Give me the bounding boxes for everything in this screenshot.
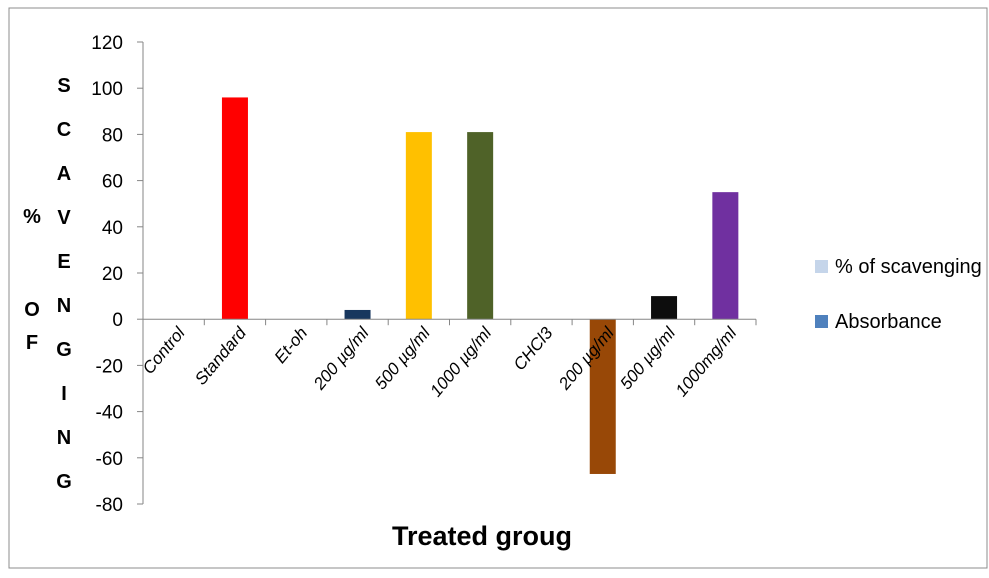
legend-label: % of scavenging (835, 256, 982, 278)
bar (221, 97, 248, 320)
y-tick-label: -20 (96, 356, 123, 377)
y-label-char: C (57, 119, 71, 141)
legend-swatch (815, 315, 828, 328)
x-axis-title: Treated groug (392, 521, 572, 551)
bar (467, 132, 494, 320)
y-tick-label: 100 (91, 79, 123, 100)
bar (712, 192, 739, 320)
y-label-char: N (57, 427, 71, 449)
y-label-char: A (57, 163, 71, 185)
y-tick-label: -60 (96, 449, 123, 470)
y-label-percent: % (23, 206, 41, 228)
bar (589, 319, 616, 474)
y-tick-label: 80 (102, 125, 123, 146)
bar (651, 296, 678, 320)
chart-border (8, 7, 988, 569)
legend-swatch (815, 260, 828, 273)
y-tick-label: 120 (91, 33, 123, 54)
y-label-char: V (57, 207, 71, 229)
bar (405, 132, 432, 320)
legend-label: Absorbance (835, 311, 942, 333)
y-label-char: E (57, 251, 70, 273)
y-label-char: G (56, 471, 72, 493)
y-axis: 120 100 80 60 40 20 0 -20 -40 -60 -80 (91, 33, 144, 516)
bar (344, 309, 371, 320)
y-tick-label: -40 (96, 403, 123, 424)
y-tick-label: 0 (112, 310, 123, 331)
y-label-char: I (61, 383, 67, 405)
y-tick-label: 40 (102, 218, 123, 239)
y-tick-label: 20 (102, 264, 123, 285)
legend: % of scavenging Absorbance (815, 256, 982, 333)
y-tick-label: -80 (96, 495, 123, 516)
y-label-char: N (57, 295, 71, 317)
bars (221, 97, 739, 474)
y-label-char: G (56, 339, 72, 361)
y-label-char: S (57, 75, 70, 97)
y-tick-label: 60 (102, 172, 123, 193)
y-label-char: F (26, 332, 38, 354)
y-label-char: O (24, 299, 40, 321)
